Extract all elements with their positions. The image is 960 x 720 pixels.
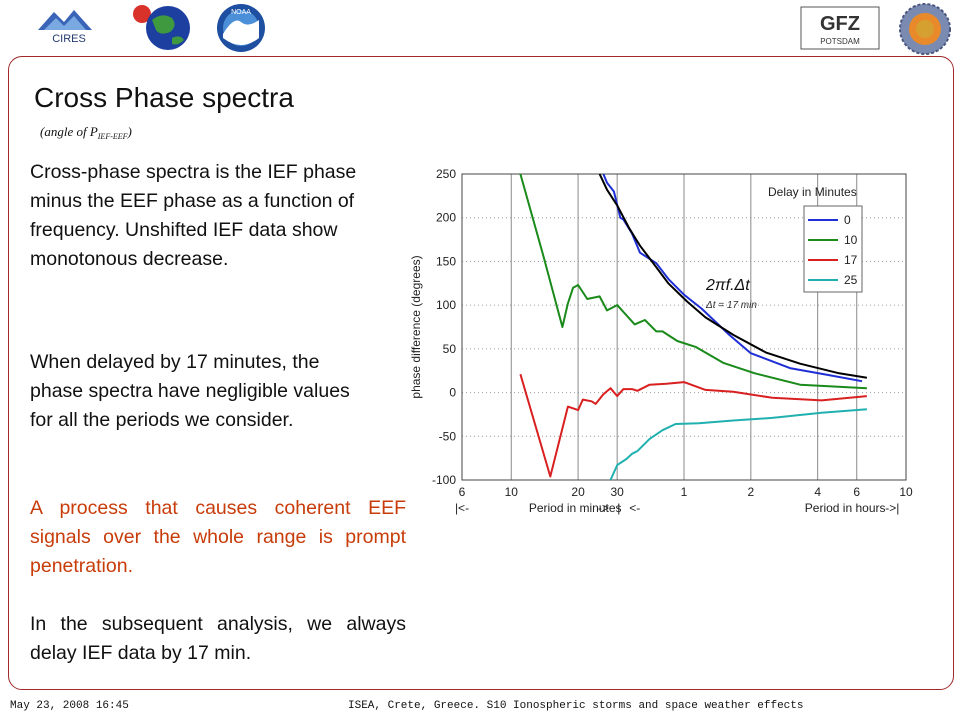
y-tick-label: 100 (436, 298, 456, 312)
paragraph-subsequent-analysis: In the subsequent analysis, we always de… (30, 613, 406, 664)
gfz-logo-subtext: POTSDAM (820, 37, 860, 46)
legend-title: Delay in Minutes (768, 185, 857, 199)
series-line-delay-10 (519, 174, 867, 390)
x-axis-label-part: -> (598, 501, 609, 515)
noaa-logo-text: NOAA (231, 9, 251, 16)
series-line-delay-17 (519, 373, 867, 478)
annotation-formula: 2πf.Δt (705, 277, 750, 294)
series-line-delay-25 (609, 408, 867, 480)
x-axis-label-part: ->| (885, 501, 899, 515)
gfz-logo: GFZ POTSDAM (800, 6, 880, 50)
x-tick-label: 10 (899, 485, 913, 499)
series-line-theory (598, 174, 868, 379)
paragraph-prompt-penetration: A process that causes coherent EEF signa… (30, 497, 406, 577)
y-tick-label: 50 (443, 342, 457, 356)
x-tick-label: 6 (459, 485, 466, 499)
y-axis-label: phase difference (degrees) (409, 255, 423, 398)
legend-label-25: 25 (844, 273, 858, 287)
x-axis-label-part: <- (629, 501, 640, 515)
subtitle-main: (angle of P (40, 124, 98, 139)
legend-label-10: 10 (844, 233, 858, 247)
footer-event: ISEA, Crete, Greece. S10 Ionospheric sto… (348, 700, 804, 712)
plot-border (461, 173, 907, 481)
logo-strip: CIRES NOAA GFZ POTSDAM (0, 0, 960, 56)
x-tick-label: 6 (853, 485, 860, 499)
x-tick-label: 4 (814, 485, 821, 499)
subtitle-close: ) (127, 124, 132, 139)
footer-date: May 23, 2008 16:45 (10, 700, 129, 712)
y-tick-label: 250 (436, 167, 456, 181)
x-tick-label: 2 (747, 485, 754, 499)
y-tick-label: -100 (432, 473, 456, 487)
y-tick-label: 0 (449, 386, 456, 400)
series-group (519, 174, 868, 480)
x-axis-label-part: Period in hours (805, 501, 886, 515)
x-axis-label-part: |<- (455, 501, 469, 515)
cires-logo: CIRES (38, 10, 92, 45)
institute-seal-logo (899, 3, 951, 55)
cires-logo-text: CIRES (52, 33, 86, 45)
x-axis-label-part: Period in minutes (529, 501, 622, 515)
paragraph-definition: Cross-phase spectra is the IEF phase min… (30, 161, 357, 270)
y-tick-label: 200 (436, 211, 456, 225)
y-tick-label: -50 (439, 429, 457, 443)
globe-logo (133, 5, 190, 50)
x-tick-label: 10 (505, 485, 519, 499)
x-tick-label: 30 (610, 485, 624, 499)
legend-label-17: 17 (844, 253, 858, 267)
x-tick-label: 1 (681, 485, 688, 499)
x-tick-label: 20 (571, 485, 585, 499)
annotation-delay: Δt = 17 min (705, 300, 757, 311)
gfz-logo-text: GFZ (820, 13, 860, 35)
y-tick-label: 150 (436, 254, 456, 268)
subtitle-subscript: IEF-EEF (97, 132, 128, 141)
slide-subtitle: (angle of PIEF-EEF) (40, 124, 132, 141)
x-axis-label-part: | (617, 501, 620, 515)
legend-label-0: 0 (844, 213, 851, 227)
noaa-logo: NOAA (217, 4, 265, 52)
slide-title: Cross Phase spectra (34, 82, 294, 113)
paragraph-delay: When delayed by 17 minutes, the phase sp… (30, 351, 350, 431)
